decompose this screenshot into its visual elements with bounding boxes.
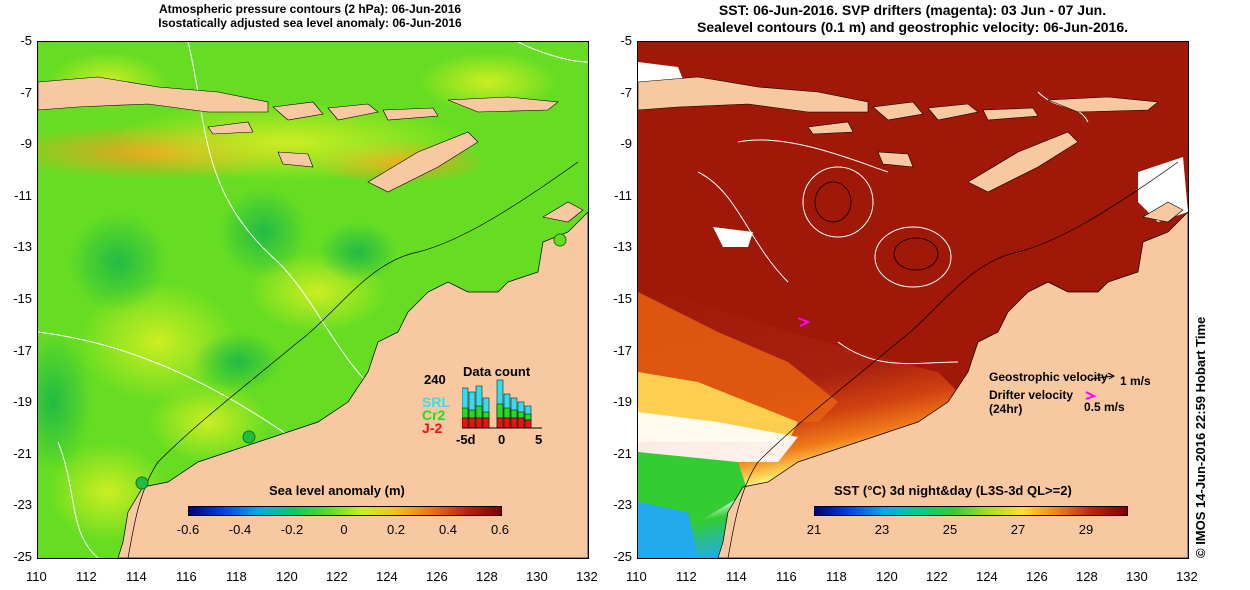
right-x-tick-label: 126 <box>1026 569 1048 584</box>
left-x-tick-label: 122 <box>326 569 348 584</box>
left-x-tick-label: 110 <box>26 569 47 584</box>
right-x-tick-label: 124 <box>976 569 998 584</box>
left-y-tick-label: -15 <box>13 291 32 306</box>
geostrophic-velocity-label: Geostrophic velocity <box>989 370 1108 384</box>
right-x-tick-label: 112 <box>676 569 697 584</box>
right-x-tick-label: 110 <box>626 569 647 584</box>
right-y-tick-label: -7 <box>620 84 632 100</box>
sst-map: Geostrophic velocity 1 m/s Drifter veloc… <box>637 41 1189 559</box>
right-colorbar-tick: 27 <box>1010 522 1026 537</box>
left-x-tick-label: 116 <box>176 569 197 584</box>
left-colorbar-tick: 0.6 <box>490 522 510 537</box>
left-x-tick-label: 126 <box>426 569 448 584</box>
right-y-tick-label: -21 <box>613 445 632 461</box>
drifter-velocity-label: Drifter velocity <box>989 388 1074 402</box>
right-title-line1: SST: 06-Jun-2016. SVP drifters (magenta)… <box>718 2 1107 18</box>
right-x-tick-label: 120 <box>876 569 898 584</box>
right-x-tick-label: 116 <box>776 569 797 584</box>
left-x-tick-label: 112 <box>76 569 97 584</box>
right-y-tick-label: -11 <box>614 187 632 203</box>
right-y-tick-label: -9 <box>620 136 632 152</box>
right-colorbar-tick: 29 <box>1078 522 1094 537</box>
legend-srl: SRL <box>422 394 450 410</box>
drifter-velocity-period: (24hr) <box>989 402 1023 416</box>
left-colorbar-tick: 0.4 <box>438 522 458 537</box>
left-y-tick-label: -25 <box>13 549 32 564</box>
left-colorbar-tick: -0.2 <box>280 522 304 537</box>
left-x-tick-label: 118 <box>226 569 247 584</box>
right-colorbar-tick: 23 <box>874 522 890 537</box>
data-count-xlabel-start: -5d <box>456 432 476 447</box>
left-x-tick-label: 114 <box>126 569 147 584</box>
left-y-tick-label: -17 <box>13 342 32 358</box>
left-y-tick-label: -9 <box>20 136 32 152</box>
right-x-tick-label: 118 <box>826 569 847 584</box>
right-x-tick-label: 128 <box>1076 569 1098 584</box>
data-count-ymax: 240 <box>424 372 446 387</box>
left-colorbar-tick: 0 <box>340 522 348 537</box>
left-colorbar-tick: -0.4 <box>228 522 252 537</box>
data-count-chart <box>462 379 542 429</box>
left-y-tick-label: -11 <box>14 187 32 203</box>
left-x-tick-label: 120 <box>276 569 298 584</box>
left-x-tick-label: 132 <box>576 569 598 584</box>
right-y-tick-label: -13 <box>613 239 632 255</box>
right-colorbar-tick: 21 <box>806 522 822 537</box>
right-y-tick-label: -25 <box>613 549 632 564</box>
left-y-tick-label: -23 <box>13 497 32 513</box>
sea-level-colorbar <box>188 506 502 516</box>
left-y-tick-label: -19 <box>13 394 32 410</box>
left-title-line1: Atmospheric pressure contours (2 hPa): 0… <box>158 2 462 16</box>
geostrophic-scale-label: 1 m/s <box>1120 374 1151 388</box>
left-x-tick-label: 128 <box>476 569 498 584</box>
left-y-tick-label: -5 <box>20 33 32 48</box>
data-count-title: Data count <box>463 364 531 379</box>
right-y-tick-label: -5 <box>620 33 632 48</box>
legend-cr2: Cr2 <box>422 407 446 423</box>
drifter-scale-label: 0.5 m/s <box>1084 400 1125 414</box>
left-y-tick-label: -21 <box>13 445 32 461</box>
right-x-tick-label: 122 <box>926 569 948 584</box>
right-y-tick-label: -15 <box>613 291 632 306</box>
right-title-line2: Sealevel contours (0.1 m) and geostrophi… <box>696 19 1129 35</box>
right-colorbar-label: SST (°C) 3d night&day (L3S-3d QL>=2) <box>834 483 1072 498</box>
left-colorbar-tick: 0.2 <box>386 522 406 537</box>
sst-colorbar <box>814 506 1128 516</box>
right-y-tick-label: -23 <box>613 497 632 513</box>
sea-level-map: Sea level anomaly (m) -0.6 -0.4 -0.2 0 0.2 0.… <box>37 41 589 559</box>
left-y-tick-label: -13 <box>13 239 32 255</box>
data-count-xlabel-end: 5 <box>535 432 543 447</box>
right-y-tick-label: -17 <box>613 342 632 358</box>
left-x-tick-label: 124 <box>376 569 398 584</box>
right-x-tick-label: 114 <box>726 569 747 584</box>
left-y-tick-label: -7 <box>20 84 32 100</box>
legend-j2: J-2 <box>422 420 443 436</box>
right-colorbar-tick: 25 <box>942 522 958 537</box>
left-colorbar-label: Sea level anomaly (m) <box>269 483 405 498</box>
left-title-line2: Isostatically adjusted sea level anomaly… <box>158 16 462 30</box>
credit-text: © IMOS 14-Jun-2016 22:59 Hobart Time <box>1193 316 1208 558</box>
right-x-tick-label: 132 <box>1176 569 1198 584</box>
left-x-tick-label: 130 <box>526 569 548 584</box>
right-x-tick-label: 130 <box>1126 569 1148 584</box>
left-colorbar-tick: -0.6 <box>176 522 200 537</box>
data-count-xlabel-zero: 0 <box>498 432 506 447</box>
right-y-tick-label: -19 <box>613 394 632 410</box>
